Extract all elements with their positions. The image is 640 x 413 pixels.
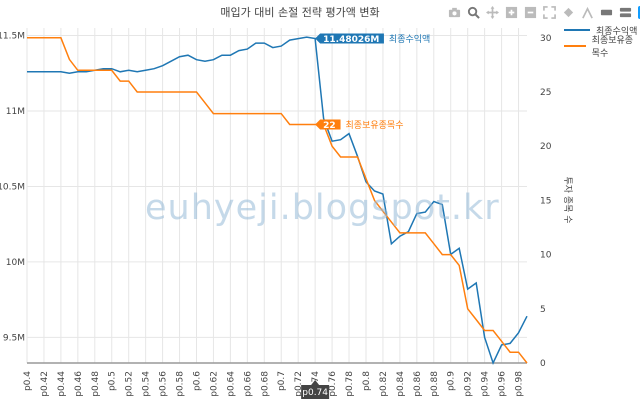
- x-tick-label: p0.46: [74, 371, 84, 397]
- x-tick-label: p0.54: [142, 371, 152, 397]
- hover-x-box: [301, 380, 330, 399]
- x-tick-label: p0.76: [328, 371, 338, 397]
- series-line-revenue: [27, 36, 528, 366]
- spike-lines-icon[interactable]: [580, 5, 595, 20]
- y-tick-label: 11M: [6, 107, 25, 117]
- hover-label-revenue: 11.48026M 최종수익액: [315, 33, 430, 45]
- series-line-holdings: [27, 37, 528, 364]
- x-tick-label: p0.56: [159, 371, 169, 397]
- legend-item-holdings[interactable]: 최종보유종목수: [564, 36, 640, 59]
- legend-label-revenue: 최종수익액: [596, 26, 638, 37]
- axes: 9.5M 10M 10.5M 11M 11.5M 0 5 10 15 20 25 30 p0.4 p0.4…: [0, 32, 552, 397]
- x-tick-label: p0.68: [260, 371, 270, 397]
- x-tick-label: p0.52: [125, 371, 135, 397]
- x-tick-label: p0.92: [464, 371, 474, 397]
- x-tick-label: p0.9: [447, 371, 457, 391]
- hover-annotations: 11.48026M 최종수익액 22 최종보유종목수 p0.74: [301, 33, 430, 399]
- hover-label-holdings: 22 최종보유종목수: [315, 119, 404, 131]
- y-tick-label: 11.5M: [0, 32, 25, 42]
- legend-label-holdings: 최종보유종목수: [591, 36, 634, 59]
- y2-tick-label: 10: [540, 251, 552, 261]
- x-tick-label: p0.48: [91, 371, 101, 397]
- y2-axis-title: 투자 종목 수: [562, 176, 573, 223]
- chart-title: 매입가 대비 손절 전략 평가액 변화: [220, 6, 379, 19]
- x-tick-label: p0.58: [176, 371, 186, 397]
- x-tick-label: p0.5: [108, 371, 118, 391]
- y2-tick-label: 15: [540, 196, 551, 206]
- hover-box: [315, 33, 384, 44]
- hover-value: 22: [323, 121, 336, 131]
- legend-swatch-holdings: [564, 45, 586, 47]
- hover-series-name: 최종수익액: [389, 33, 430, 45]
- reset-axes-icon[interactable]: [561, 5, 576, 20]
- hover-x-label: p0.74: [301, 380, 330, 399]
- y2-tick-label: 20: [540, 142, 552, 152]
- x-tick-label: p0.86: [413, 371, 423, 397]
- x-tick-label: p0.88: [430, 371, 440, 397]
- hover-x-text: p0.74: [302, 388, 328, 398]
- legend-swatch-revenue: [564, 29, 590, 31]
- x-tick-label: p0.44: [57, 371, 67, 397]
- hover-closest-icon[interactable]: [599, 5, 614, 20]
- autoscale-icon[interactable]: [542, 5, 557, 20]
- y2-tick-label: 30: [540, 34, 552, 44]
- hover-compare-icon[interactable]: [618, 5, 633, 20]
- x-tick-label: p0.6: [192, 371, 202, 391]
- gridlines: [26, 28, 527, 364]
- x-tick-label: p0.4: [23, 371, 33, 391]
- x-tick-label: p0.98: [515, 371, 525, 397]
- x-tick-label: p0.42: [40, 371, 50, 397]
- hover-box: [315, 119, 341, 130]
- x-tick-label: p0.62: [209, 371, 219, 397]
- legend-item-revenue[interactable]: 최종수익액: [564, 22, 640, 38]
- y2-tick-label: 0: [540, 359, 546, 369]
- zoom-out-icon[interactable]: [523, 5, 538, 20]
- zoom-in-icon[interactable]: [504, 5, 519, 20]
- hover-value: 11.48026M: [323, 35, 379, 45]
- camera-icon[interactable]: [447, 5, 462, 20]
- x-tick-label: p0.8: [362, 371, 372, 391]
- legend: 최종수익액 최종보유종목수: [564, 22, 640, 59]
- x-tick-label: p0.64: [226, 371, 236, 397]
- y-tick-label: 10.5M: [0, 182, 25, 192]
- series-lines: [27, 36, 528, 366]
- y-tick-label: 10M: [6, 258, 25, 268]
- pan-icon[interactable]: [485, 5, 500, 20]
- x-tick-label: p0.96: [498, 371, 508, 397]
- x-tick-label: p0.66: [243, 371, 253, 397]
- x-tick-label: p0.84: [396, 371, 406, 397]
- x-tick-label: p0.82: [379, 371, 389, 397]
- hover-series-name: 최종보유종목수: [346, 120, 404, 131]
- x-tick-label: p0.78: [345, 371, 355, 397]
- x-tick-label: p0.7: [277, 371, 287, 391]
- y2-tick-label: 5: [540, 305, 546, 315]
- modebar: [447, 5, 640, 20]
- x-tick-label: p0.94: [481, 371, 491, 397]
- x-tick-label: p0.72: [294, 371, 304, 397]
- y2-tick-label: 25: [540, 88, 551, 98]
- y-tick-label: 9.5M: [3, 333, 25, 343]
- zoom-icon[interactable]: [466, 5, 481, 20]
